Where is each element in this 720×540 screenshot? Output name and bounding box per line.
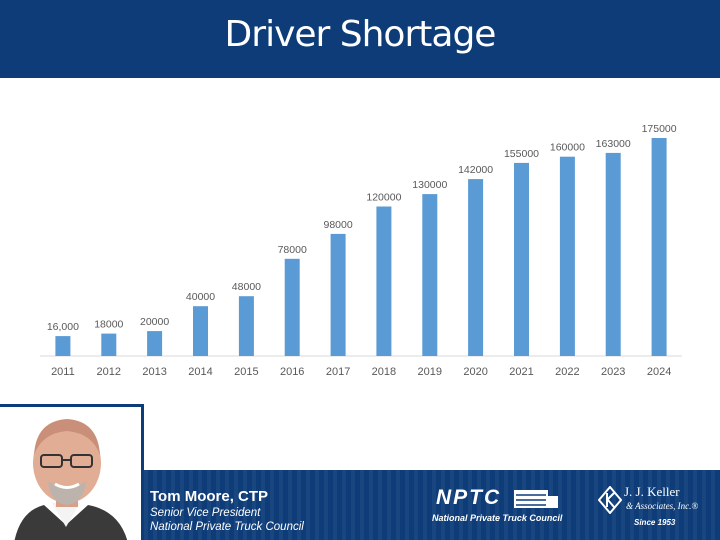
- speaker-org: National Private Truck Council: [150, 521, 304, 533]
- value-label-2013: 20000: [140, 316, 169, 328]
- value-label-2020: 142000: [458, 164, 493, 176]
- bar-2022: [559, 156, 575, 356]
- bar-2024: [651, 138, 667, 356]
- bar-group: [55, 138, 667, 356]
- value-label-2023: 163000: [596, 138, 631, 150]
- speaker-name: Tom Moore, CTP: [150, 488, 269, 505]
- value-label-2012: 18000: [94, 319, 123, 331]
- avatar: [0, 407, 141, 540]
- x-tick-2017: 2017: [326, 366, 350, 378]
- x-tick-2021: 2021: [509, 366, 533, 378]
- x-tick-group: 2011 2012 2013 2014 2015 2016 2017 2018 2019 2020…: [51, 366, 671, 378]
- jj-keller-logo: J. J. Keller & Associates, Inc.® Since 1…: [598, 484, 716, 534]
- slide-title: Driver Shortage: [224, 14, 497, 55]
- speaker-photo: [0, 404, 144, 540]
- value-label-2024: 175000: [642, 123, 677, 135]
- x-tick-2022: 2022: [555, 366, 579, 378]
- x-tick-2013: 2013: [142, 366, 166, 378]
- bar-2020: [468, 179, 484, 356]
- jj-keller-emblem-icon: [598, 486, 622, 514]
- jj-keller-name: J. J. Keller: [624, 484, 680, 499]
- bar-2013: [147, 331, 163, 356]
- bar-2014: [193, 306, 208, 356]
- speaker-role: Senior Vice President: [150, 507, 261, 519]
- x-tick-2016: 2016: [280, 366, 304, 378]
- x-tick-2019: 2019: [418, 366, 442, 378]
- value-label-group: 16,000 18000 20000 40000 48000 78000 98000 1200…: [47, 123, 677, 333]
- x-tick-2020: 2020: [463, 366, 487, 378]
- value-label-2014: 40000: [186, 291, 215, 303]
- value-label-2018: 120000: [366, 192, 401, 204]
- value-label-2019: 130000: [412, 179, 447, 191]
- nptc-truck-icon: [514, 490, 558, 508]
- x-tick-2015: 2015: [234, 366, 258, 378]
- bar-2012: [101, 333, 117, 356]
- bar-2015: [238, 296, 254, 356]
- nptc-tagline: National Private Truck Council: [432, 513, 563, 523]
- x-tick-2024: 2024: [647, 366, 671, 378]
- value-label-2022: 160000: [550, 142, 585, 154]
- value-label-2017: 98000: [323, 219, 352, 231]
- x-tick-2023: 2023: [601, 366, 625, 378]
- title-bar: Driver Shortage: [0, 0, 720, 78]
- jj-keller-since: Since 1953: [634, 518, 676, 527]
- bar-2021: [514, 162, 529, 356]
- nptc-wordmark: NPTC: [436, 486, 502, 509]
- value-label-2021: 155000: [504, 148, 539, 160]
- value-label-2015: 48000: [232, 281, 261, 293]
- bar-2016: [284, 258, 300, 356]
- nptc-logo: NPTC National Private Truck Council: [432, 486, 564, 530]
- x-tick-2012: 2012: [97, 366, 121, 378]
- x-tick-2014: 2014: [188, 366, 212, 378]
- bar-2019: [422, 194, 438, 356]
- bar-2018: [376, 206, 392, 356]
- x-tick-2011: 2011: [51, 366, 75, 378]
- jj-keller-subtitle: & Associates, Inc.®: [626, 501, 699, 511]
- value-label-2016: 78000: [278, 244, 307, 256]
- bar-2017: [330, 233, 346, 356]
- bar-chart: 16,000 18000 20000 40000 48000 78000 98000 1200…: [40, 123, 682, 378]
- x-tick-2018: 2018: [372, 366, 396, 378]
- value-label-2011: 16,000: [47, 321, 79, 333]
- bar-2011: [55, 336, 71, 356]
- bar-2023: [605, 152, 621, 356]
